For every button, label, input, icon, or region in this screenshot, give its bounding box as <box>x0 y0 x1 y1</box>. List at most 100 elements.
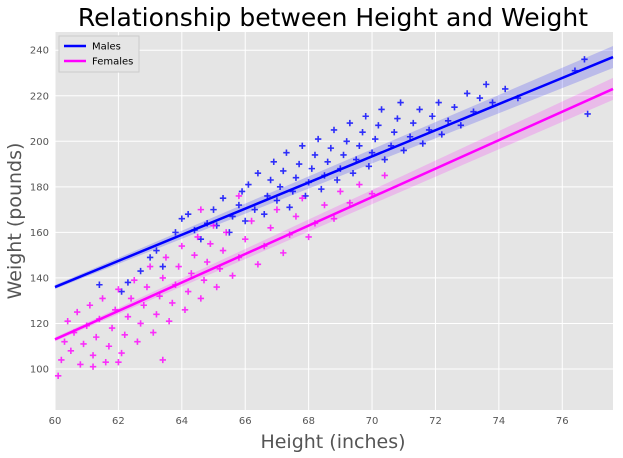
data-point-females <box>124 313 132 320</box>
data-point-males <box>273 197 281 204</box>
data-point-females <box>197 206 205 213</box>
data-point-males <box>251 206 258 213</box>
data-point-females <box>169 299 176 307</box>
data-point-males <box>330 126 338 134</box>
data-point-females <box>58 356 65 364</box>
data-point-males <box>489 99 496 106</box>
data-point-females <box>127 295 135 302</box>
data-point-females <box>299 195 306 202</box>
legend-label-males: Males <box>92 42 121 53</box>
x-tick-label: 60 <box>49 416 62 427</box>
data-point-males <box>581 56 588 63</box>
data-point-females <box>381 172 388 179</box>
data-point-males <box>280 167 287 175</box>
data-point-males <box>438 131 445 138</box>
data-point-females <box>93 333 100 341</box>
data-point-males <box>391 128 398 136</box>
data-point-males <box>314 135 322 143</box>
data-point-females <box>273 206 281 213</box>
data-point-males <box>368 149 376 156</box>
data-point-females <box>89 352 97 359</box>
data-point-females <box>292 213 300 220</box>
data-point-males <box>96 281 103 288</box>
data-point-males <box>359 128 366 136</box>
data-point-males <box>292 174 300 181</box>
data-point-males <box>457 122 465 129</box>
data-point-males <box>333 176 341 184</box>
data-point-males <box>210 206 217 213</box>
data-point-females <box>153 311 160 318</box>
data-point-females <box>181 306 189 314</box>
data-point-females <box>210 222 217 229</box>
data-point-females <box>80 340 87 348</box>
x-tick-label: 62 <box>112 416 125 427</box>
fit-line-males <box>54 55 614 289</box>
data-point-males <box>261 210 268 218</box>
data-point-males <box>146 254 154 261</box>
x-tick-label: 68 <box>302 416 315 427</box>
y-tick-label: 240 <box>30 46 49 57</box>
data-point-females <box>150 329 157 336</box>
data-point-females <box>194 233 201 241</box>
data-point-males <box>178 215 186 222</box>
y-tick-label: 120 <box>30 319 49 330</box>
data-point-females <box>134 338 141 345</box>
data-point-males <box>584 110 591 118</box>
data-point-males <box>476 94 484 102</box>
y-tick-label: 220 <box>30 91 49 102</box>
data-point-females <box>356 181 363 188</box>
data-point-males <box>372 135 379 143</box>
data-point-females <box>346 199 354 206</box>
y-tick-labels: 100 120 140 160 180 200 220 240 <box>30 46 49 376</box>
data-point-males <box>502 85 509 93</box>
data-point-males <box>124 279 132 286</box>
data-point-females <box>143 283 151 291</box>
x-tick-label: 66 <box>239 416 252 427</box>
data-point-females <box>305 233 312 241</box>
data-point-females <box>200 277 208 284</box>
legend-box <box>58 35 140 73</box>
data-point-females <box>64 317 71 325</box>
data-point-females <box>197 295 205 302</box>
data-point-males <box>264 192 271 200</box>
data-point-males <box>463 90 471 97</box>
data-point-males <box>286 204 293 211</box>
data-point-females <box>175 263 182 270</box>
data-point-females <box>165 317 173 325</box>
data-point-males <box>283 149 290 156</box>
y-tick-label: 140 <box>30 273 49 284</box>
data-point-females <box>219 247 227 254</box>
data-point-females <box>118 349 125 357</box>
data-point-males <box>270 158 277 165</box>
data-point-females <box>99 295 106 302</box>
data-point-males <box>416 106 423 113</box>
data-point-males <box>365 163 373 170</box>
data-point-females <box>121 331 128 339</box>
data-point-males <box>444 117 452 125</box>
data-point-males <box>451 103 458 111</box>
data-point-males <box>308 165 316 172</box>
data-point-males <box>400 147 407 154</box>
data-point-females <box>184 288 192 295</box>
data-point-females <box>86 302 94 309</box>
data-point-males <box>184 210 192 218</box>
data-point-males <box>429 113 436 120</box>
data-point-males <box>159 263 166 270</box>
data-point-males <box>153 247 160 254</box>
fit-lines <box>54 55 614 341</box>
y-tick-label: 180 <box>30 182 49 193</box>
data-point-females <box>248 217 255 225</box>
data-point-males <box>324 158 331 165</box>
y-tick-label: 160 <box>30 228 49 239</box>
data-point-males <box>435 99 442 106</box>
data-point-males <box>276 183 284 191</box>
data-point-females <box>61 338 68 345</box>
data-point-females <box>89 363 97 370</box>
data-point-females <box>321 201 328 209</box>
data-point-females <box>235 192 243 200</box>
data-point-females <box>159 274 166 282</box>
data-point-females <box>73 308 81 316</box>
data-point-males <box>346 119 354 127</box>
data-point-males <box>349 169 357 177</box>
data-point-females <box>102 358 109 366</box>
